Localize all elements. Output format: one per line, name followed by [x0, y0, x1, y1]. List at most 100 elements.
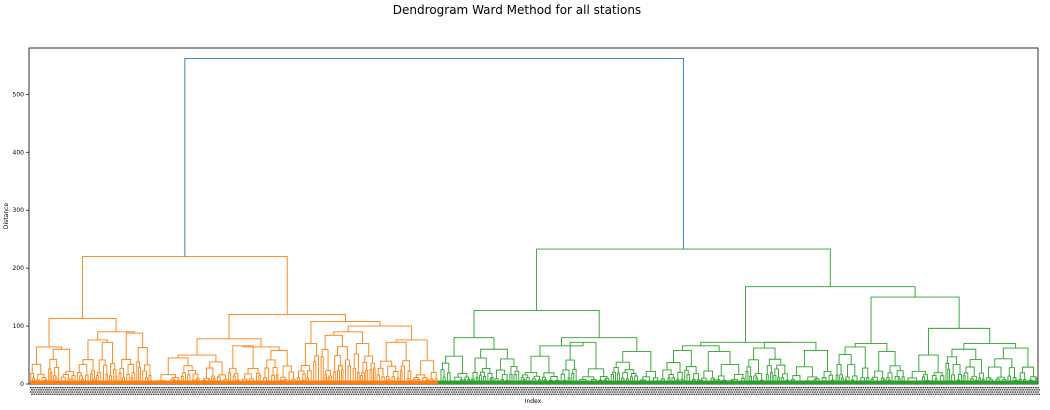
leaf-label: [600, 387, 602, 389]
leaf-label: [753, 393, 755, 395]
leaf-label: [714, 389, 716, 391]
leaf-label: [475, 393, 477, 395]
leaf-label: [34, 387, 37, 389]
leaf-label: [375, 387, 377, 389]
leaf-label: [38, 389, 40, 391]
leaf-label: [723, 393, 725, 395]
leaf-label: [936, 391, 938, 393]
leaf-label: [310, 391, 313, 393]
leaf-label: [132, 389, 134, 391]
leaf-label: [445, 389, 447, 391]
leaf-label: [438, 393, 440, 395]
leaf-label: [488, 393, 491, 395]
leaf-label: [575, 391, 577, 393]
leaf-label: [281, 389, 284, 391]
leaf-label: [916, 389, 919, 391]
leaf-label: [703, 391, 706, 393]
dendrogram-link: [78, 364, 88, 376]
leaf-label: [308, 387, 310, 389]
leaf-label: [924, 387, 927, 389]
leaf-label: [964, 389, 967, 391]
leaf-label: [72, 389, 75, 391]
leaf-label: [225, 387, 228, 389]
leaf-label: [618, 387, 621, 389]
leaf-label: [173, 393, 176, 395]
leaf-label: [455, 391, 458, 393]
leaf-label: [805, 391, 807, 393]
leaf-label: [480, 391, 483, 393]
leaf-label: [44, 393, 47, 395]
leaf-label: [199, 389, 201, 391]
leaf-label: [532, 393, 535, 395]
leaf-label: [538, 387, 540, 389]
leaf-label: [79, 393, 81, 395]
leaf-label: [127, 389, 130, 391]
leaf-label: [243, 391, 246, 393]
leaf-label: [780, 389, 783, 391]
leaf-label: [218, 391, 221, 393]
leaf-label: [264, 387, 267, 389]
leaf-label: [743, 391, 745, 393]
leaf-label: [105, 391, 108, 393]
leaf-label: [945, 387, 947, 389]
leaf-label: [162, 389, 164, 391]
leaf-label: [266, 391, 269, 393]
leaf-label: [977, 387, 980, 389]
leaf-label: [303, 391, 306, 393]
leaf-label: [882, 389, 884, 391]
leaf-label: [230, 387, 232, 389]
dendrogram-link: [753, 347, 776, 360]
leaf-label: [240, 393, 242, 395]
leaf-label: [685, 387, 688, 389]
leaf-label: [858, 387, 860, 389]
leaf-label: [708, 387, 711, 389]
leaf-label: [217, 393, 219, 395]
leaf-label: [639, 391, 642, 393]
leaf-label: [515, 387, 517, 389]
leaf-label: [306, 391, 308, 393]
leaf-label: [997, 393, 999, 395]
leaf-label: [648, 391, 651, 393]
leaf-label: [469, 387, 471, 389]
leaf-label: [455, 387, 458, 389]
leaf-label: [533, 387, 536, 389]
leaf-label: [563, 391, 566, 393]
leaf-label: [629, 389, 631, 391]
leaf-label: [277, 393, 279, 395]
leaf-label: [412, 389, 415, 391]
leaf-label: [771, 389, 774, 391]
leaf-label: [540, 391, 543, 393]
leaf-label: [274, 393, 277, 395]
leaf-label: [717, 391, 720, 393]
leaf-label: [369, 393, 371, 395]
leaf-label: [655, 387, 658, 389]
leaf-label: [693, 393, 696, 395]
leaf-label: [776, 393, 778, 395]
leaf-label: [546, 393, 548, 395]
leaf-label: [431, 389, 433, 391]
leaf-label: [448, 391, 451, 393]
leaf-label: [849, 389, 852, 391]
leaf-label: [204, 391, 207, 393]
leaf-label: [170, 387, 172, 389]
leaf-label: [744, 389, 746, 391]
leaf-label: [262, 387, 264, 389]
leaf-label: [721, 389, 723, 391]
leaf-label: [950, 391, 952, 393]
leaf-label: [1013, 393, 1015, 395]
leaf-label: [502, 393, 505, 395]
leaf-label: [886, 389, 889, 391]
leaf-label: [188, 387, 191, 389]
leaf-label: [1016, 387, 1019, 389]
leaf-label: [47, 389, 49, 391]
leaf-label: [205, 389, 208, 391]
leaf-label: [855, 387, 858, 389]
leaf-label: [890, 387, 892, 389]
leaf-label: [739, 389, 742, 391]
leaf-label: [158, 387, 161, 389]
leaf-label: [332, 393, 334, 395]
leaf-label: [320, 393, 323, 395]
leaf-label: [260, 387, 262, 389]
leaf-label: [795, 387, 798, 389]
leaf-label: [702, 393, 705, 395]
